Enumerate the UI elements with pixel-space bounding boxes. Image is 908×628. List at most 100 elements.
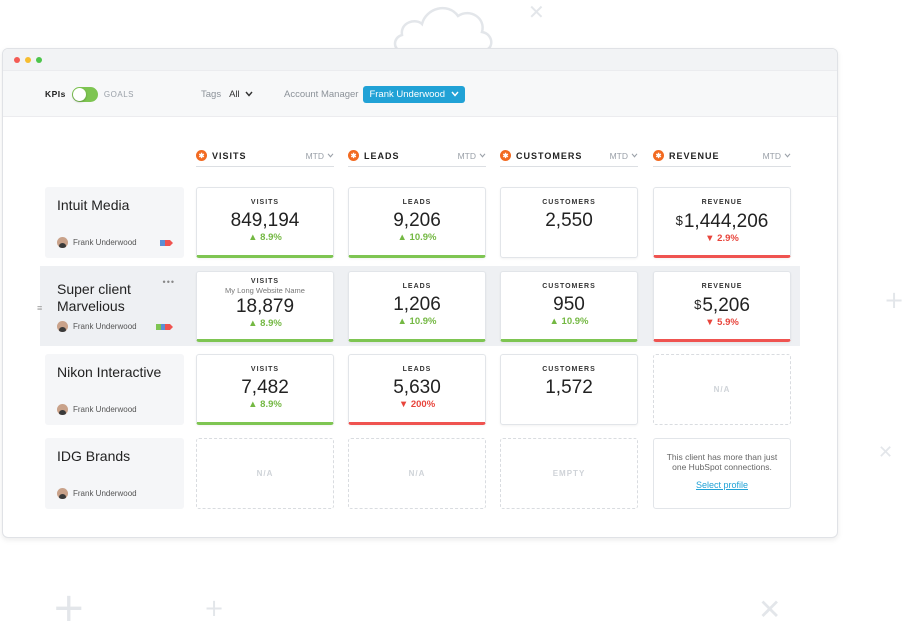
kpi-card-customers[interactable]: CUSTOMERS 2,550: [500, 187, 638, 258]
kpi-delta: ▲ 8.9%: [248, 399, 282, 410]
kpi-card-revenue[interactable]: REVENUE $1,444,206 ▼ 2.9%: [653, 187, 791, 258]
maximize-window-button[interactable]: [36, 56, 42, 63]
kpi-label: REVENUE: [701, 199, 743, 206]
kpi-label: REVENUE: [701, 283, 743, 290]
account-manager-value: Frank Underwood: [369, 88, 445, 100]
drag-handle-icon[interactable]: ≡: [37, 303, 43, 313]
kpi-card-customers[interactable]: CUSTOMERS 1,572: [500, 354, 638, 425]
tags-dropdown[interactable]: All: [229, 89, 253, 100]
website-name: My Long Website Name: [225, 286, 305, 295]
avatar: [57, 321, 68, 332]
kpi-card-leads[interactable]: LEADS 1,206 ▲ 10.9%: [348, 271, 486, 342]
client-name: Intuit Media: [57, 197, 130, 213]
period-dropdown[interactable]: MTD: [610, 151, 638, 161]
kpi-card-visits[interactable]: VISITS My Long Website Name 18,879 ▲ 8.9…: [196, 271, 334, 342]
period-value: MTD: [305, 150, 324, 161]
kpi-card-leads[interactable]: LEADS 9,206 ▲ 10.9%: [348, 187, 486, 258]
account-manager-filter: Account Manager Frank Underwood: [284, 71, 465, 117]
client-card[interactable]: Intuit Media Frank Underwood: [45, 187, 184, 258]
column-header-visits: ✱ VISITS MTD: [196, 145, 334, 167]
kpi-value-wrap: $1,444,206: [654, 209, 790, 233]
kpi-value: 18,879: [235, 296, 295, 317]
tags-value: All: [229, 88, 240, 100]
kpi-card-revenue[interactable]: REVENUE $5,206 ▼ 5.9%: [653, 271, 791, 342]
kpi-card-placeholder[interactable]: N/A: [348, 438, 486, 509]
client-owner: Frank Underwood: [57, 404, 137, 415]
tags-icon: [160, 240, 173, 246]
placeholder-text: N/A: [256, 469, 274, 478]
currency-symbol: $: [675, 213, 683, 228]
chevron-down-icon: [245, 91, 253, 97]
owner-name: Frank Underwood: [73, 322, 137, 331]
more-options-icon[interactable]: •••: [162, 277, 175, 287]
kpi-delta: ▲ 10.9%: [397, 232, 437, 243]
cloud-icon: [393, 6, 493, 52]
owner-name: Frank Underwood: [73, 238, 137, 247]
kpi-goal-switch: KPIs GOALS: [45, 71, 134, 117]
kpi-value-wrap: $5,206: [654, 293, 790, 317]
kpi-goals-toggle[interactable]: [71, 86, 98, 102]
plus-decoration: +: [52, 585, 86, 628]
avatar: [57, 404, 68, 415]
kpi-delta: ▲ 10.9%: [397, 316, 437, 327]
window-titlebar: [3, 49, 837, 71]
tags-filter: Tags All: [201, 71, 253, 117]
kpi-card-visits[interactable]: VISITS 7,482 ▲ 8.9%: [196, 354, 334, 425]
goals-label: GOALS: [103, 89, 134, 99]
kpi-value: 1,206: [393, 294, 441, 315]
period-dropdown[interactable]: MTD: [763, 151, 791, 161]
column-title: VISITS: [212, 150, 247, 161]
kpi-card-customers[interactable]: CUSTOMERS 950 ▲ 10.9%: [500, 271, 638, 342]
kpi-card-visits[interactable]: VISITS 849,194 ▲ 8.9%: [196, 187, 334, 258]
period-value: MTD: [457, 150, 476, 161]
kpi-delta: ▼ 2.9%: [705, 233, 739, 244]
owner-name: Frank Underwood: [73, 489, 137, 498]
multiple-connections-card: This client has more than just one HubSp…: [653, 438, 791, 509]
kpi-delta: ▲ 10.9%: [549, 316, 589, 327]
column-header-leads: ✱ LEADS MTD: [348, 145, 486, 167]
tags-icon: [156, 324, 173, 330]
chevron-down-icon: [451, 91, 459, 97]
kpi-value: 5,630: [393, 377, 441, 398]
kpi-label: LEADS: [402, 366, 432, 373]
client-card[interactable]: IDG Brands Frank Underwood: [45, 438, 184, 509]
minimize-window-button[interactable]: [25, 56, 31, 63]
chevron-down-icon: [784, 153, 791, 158]
kpi-delta: ▼ 200%: [398, 399, 436, 410]
select-profile-link[interactable]: Select profile: [695, 480, 749, 490]
close-window-button[interactable]: [14, 56, 20, 63]
account-manager-dropdown[interactable]: Frank Underwood: [363, 85, 465, 103]
kpi-card-placeholder[interactable]: N/A: [653, 354, 791, 425]
period-dropdown[interactable]: MTD: [458, 151, 486, 161]
client-card[interactable]: ≡ ••• Super client Marvelious Frank Unde…: [37, 271, 184, 342]
kpi-card-leads[interactable]: LEADS 5,630 ▼ 200%: [348, 354, 486, 425]
cross-decoration: ✕: [528, 0, 545, 24]
placeholder-text: EMPTY: [552, 469, 586, 478]
kpi-value: 5,206: [702, 295, 750, 316]
column-title: REVENUE: [669, 150, 720, 161]
kpi-card-placeholder[interactable]: EMPTY: [500, 438, 638, 509]
kpi-card-placeholder[interactable]: N/A: [196, 438, 334, 509]
toggle-knob: [72, 87, 86, 101]
hubspot-icon: ✱: [653, 150, 664, 161]
chevron-down-icon: [631, 153, 638, 158]
placeholder-text: N/A: [408, 469, 426, 478]
kpi-label: LEADS: [402, 199, 432, 206]
avatar: [57, 237, 68, 248]
kpi-value: 7,482: [241, 377, 289, 398]
kpi-delta: ▲ 8.9%: [248, 232, 282, 243]
client-owner: Frank Underwood: [57, 321, 137, 332]
tags-label: Tags: [201, 88, 222, 100]
filter-toolbar: KPIs GOALS Tags All Account Manager Fran…: [3, 71, 837, 117]
client-name: Super client Marvelious: [57, 281, 131, 314]
kpi-delta: ▼ 5.9%: [705, 317, 739, 328]
kpi-label: CUSTOMERS: [542, 366, 596, 373]
chevron-down-icon: [327, 153, 334, 158]
plus-decoration: +: [204, 594, 225, 622]
period-dropdown[interactable]: MTD: [306, 151, 334, 161]
column-header-customers: ✱ CUSTOMERS MTD: [500, 145, 638, 167]
client-card[interactable]: Nikon Interactive Frank Underwood: [45, 354, 184, 425]
kpi-label: LEADS: [402, 283, 432, 290]
kpi-value: 9,206: [393, 210, 441, 231]
currency-symbol: $: [694, 297, 702, 312]
